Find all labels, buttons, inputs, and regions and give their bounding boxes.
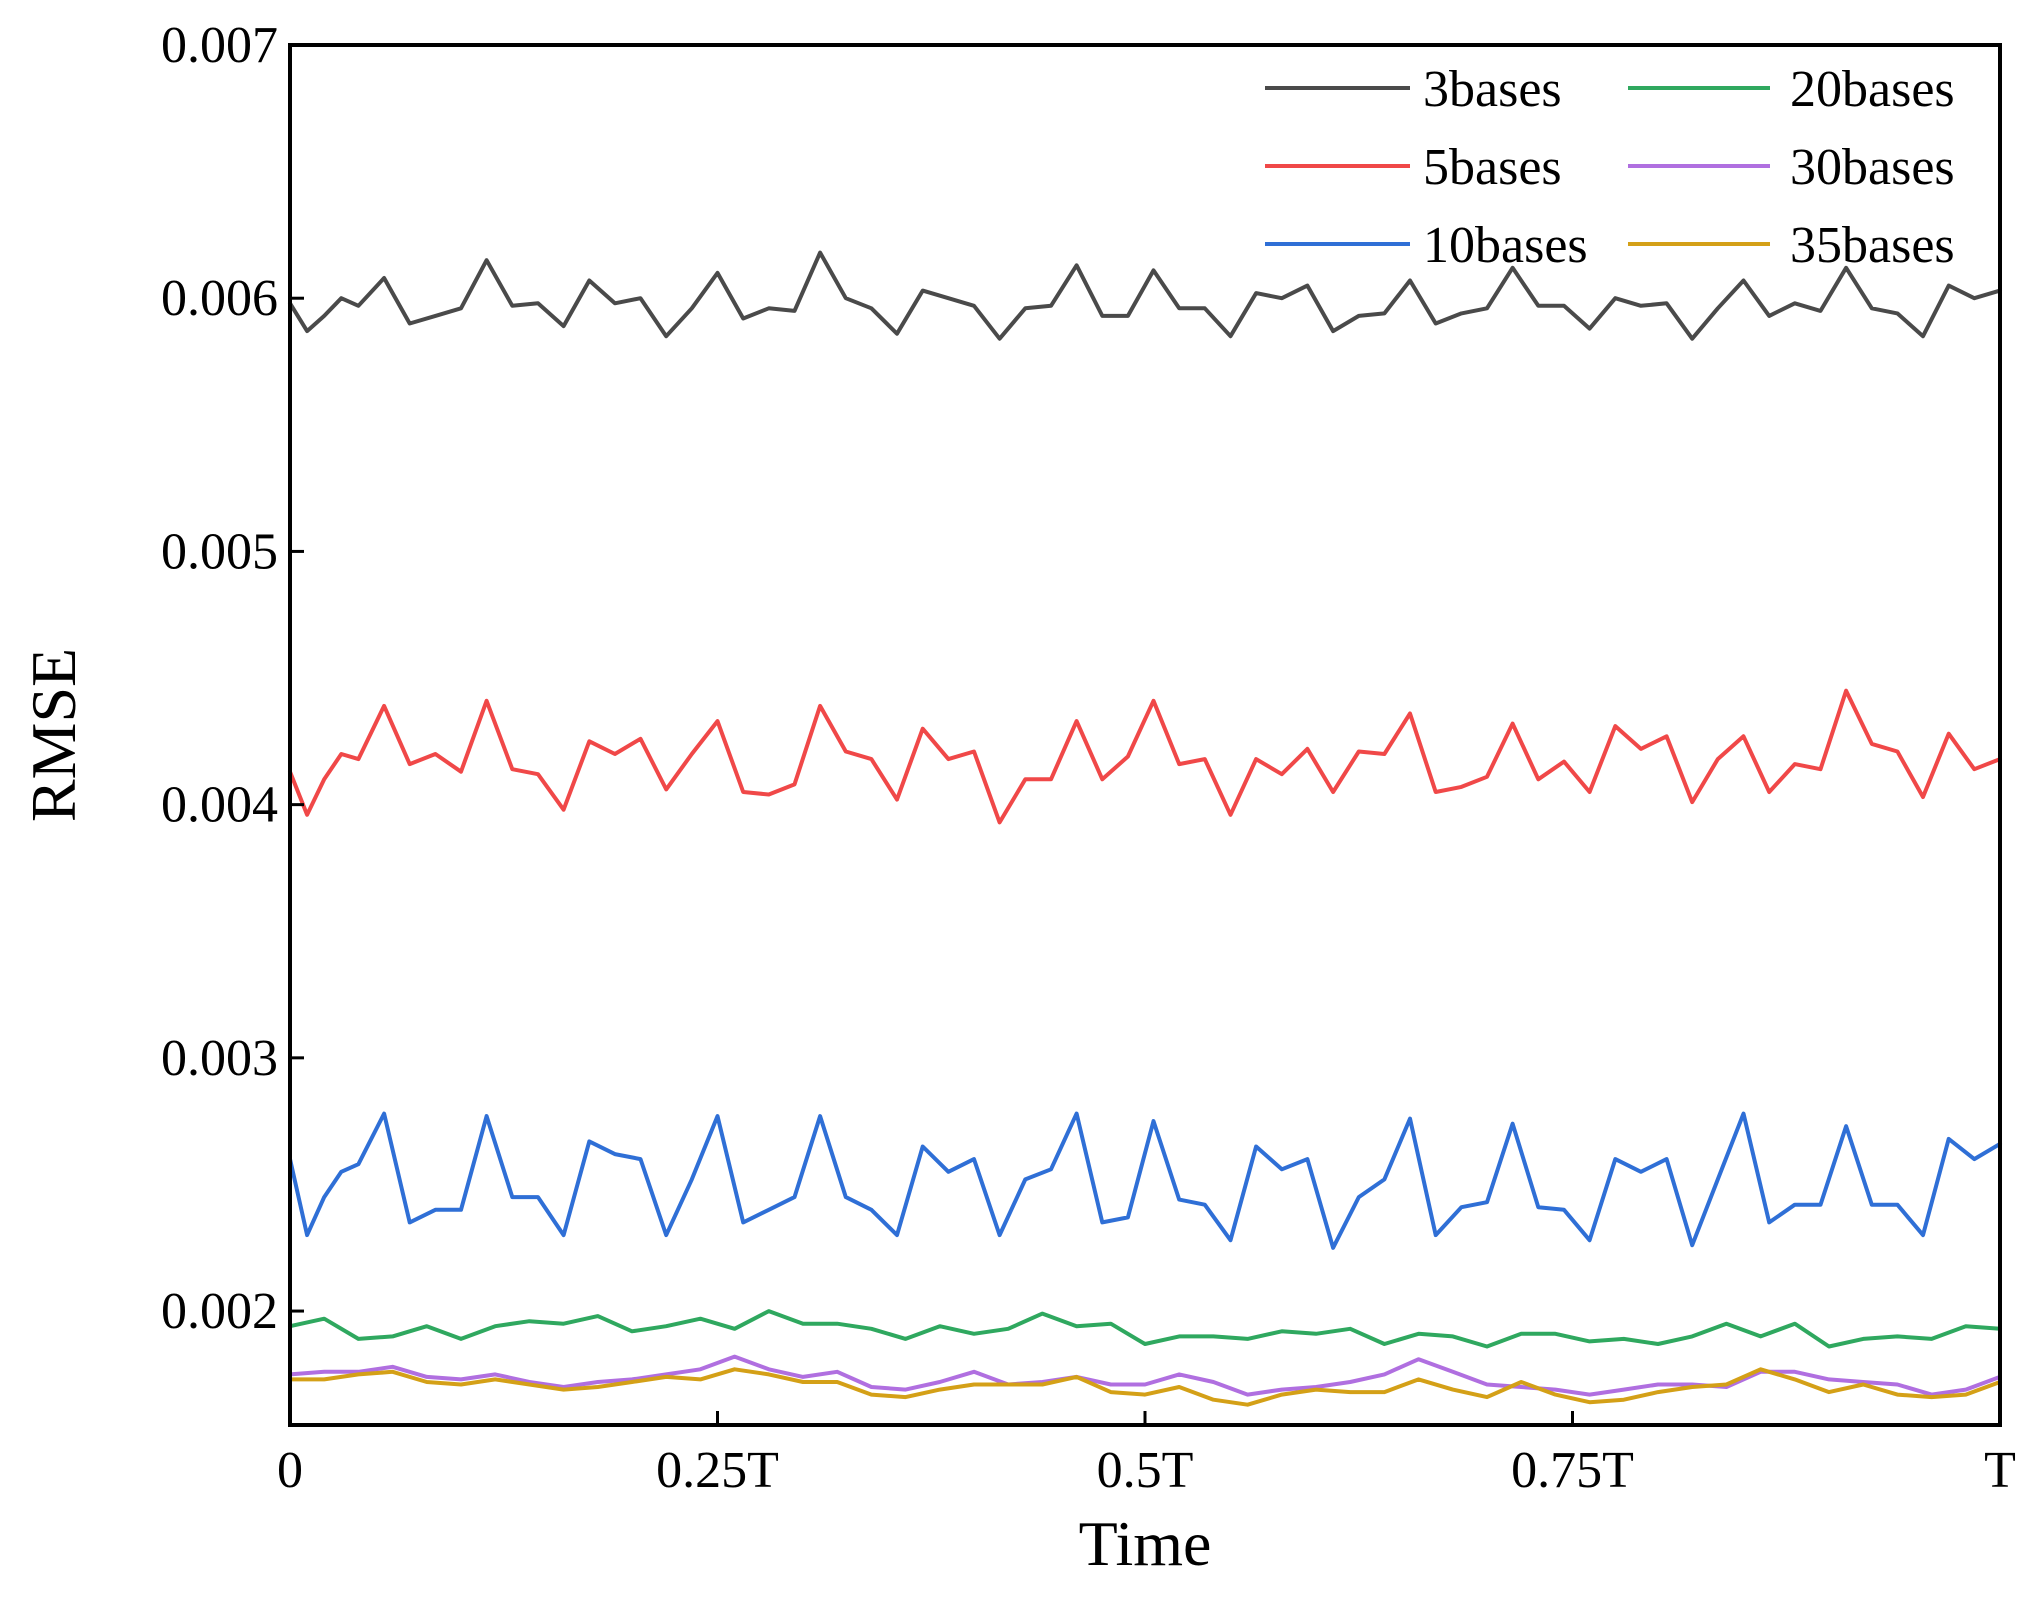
- legend-label-10bases: 10bases: [1423, 217, 1588, 274]
- legend-label-30bases: 30bases: [1790, 139, 1955, 196]
- y-tick-label: 0.002: [161, 1283, 278, 1340]
- x-tick-label: 0: [277, 1442, 303, 1499]
- series-line-10bases: [288, 1111, 2002, 1250]
- y-tick-label: 0.007: [161, 17, 278, 74]
- legend-label-20bases: 20bases: [1790, 61, 1955, 118]
- x-tick-label: 0.75T: [1511, 1442, 1634, 1499]
- x-tick-label: 0.25T: [656, 1442, 779, 1499]
- y-axis-title: RMSE: [18, 648, 89, 822]
- legend-label-5bases: 5bases: [1423, 139, 1562, 196]
- y-tick-label: 0.006: [161, 270, 278, 327]
- series-line-35bases: [288, 1367, 2002, 1407]
- ticks-layer: 0 0.25T 0.5T 0.75T T 0.002 0.003 0.004 0.005 0.00…: [161, 17, 2016, 1499]
- series-line-5bases: [288, 688, 2002, 825]
- y-tick-label: 0.005: [161, 523, 278, 580]
- legend: 3bases 5bases 10bases 20bases 30bases 35bases: [1265, 61, 1955, 274]
- y-tick-label: 0.003: [161, 1030, 278, 1087]
- x-tick-label: T: [1984, 1442, 2016, 1499]
- legend-label-3bases: 3bases: [1423, 61, 1562, 118]
- series-layer: [288, 250, 2002, 1407]
- x-axis-title: Time: [1079, 1508, 1212, 1579]
- series-line-20bases: [288, 1309, 2002, 1349]
- legend-label-35bases: 35bases: [1790, 217, 1955, 274]
- x-tick-label: 0.5T: [1097, 1442, 1194, 1499]
- series-line-3bases: [288, 250, 2002, 341]
- y-tick-label: 0.004: [161, 777, 278, 834]
